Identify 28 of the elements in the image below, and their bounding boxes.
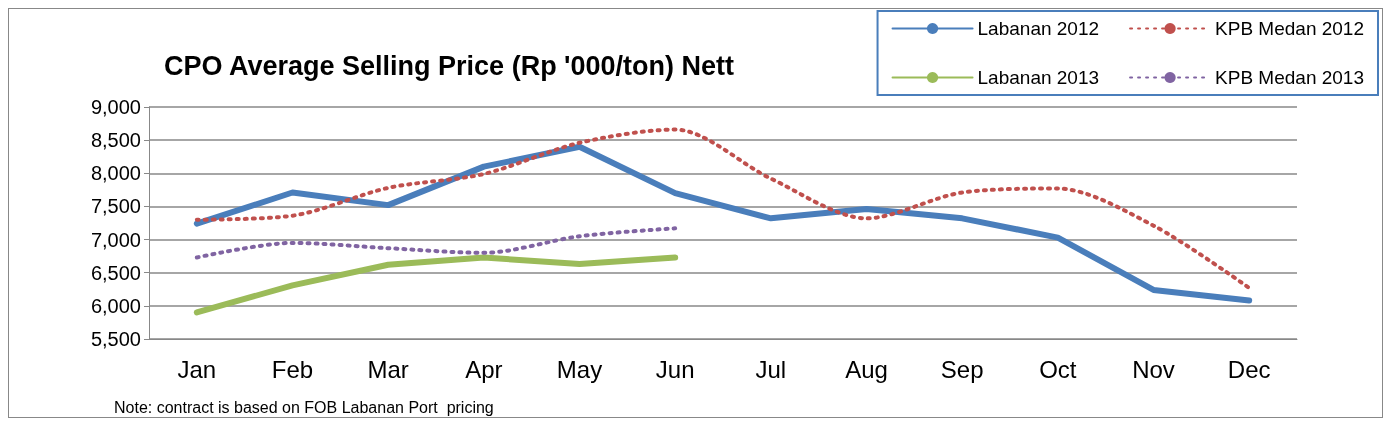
- x-tick-label: May: [556, 355, 603, 383]
- y-tick-label: 6,000: [90, 294, 141, 317]
- y-tick-label: 9,000: [90, 96, 141, 118]
- legend-label: KPB Medan 2012: [1215, 18, 1365, 39]
- legend-label: KPB Medan 2013: [1215, 67, 1365, 88]
- y-tick-label: 6,500: [90, 261, 141, 284]
- x-tick-label: Feb: [271, 355, 314, 383]
- x-tick-label: Jan: [177, 355, 217, 383]
- y-tick-label: 7,500: [90, 195, 141, 218]
- x-tick-label: Jul: [755, 355, 787, 383]
- x-tick-label: Aug: [845, 355, 888, 383]
- line-series: [194, 127, 1252, 290]
- x-tick-label: Apr: [465, 355, 503, 383]
- x-tick-label: Mar: [367, 355, 409, 383]
- legend-label: Labanan 2012: [977, 18, 1100, 39]
- chart-title: CPO Average Selling Price (Rp '000/ton) Nett: [164, 50, 735, 81]
- text: Note: contract is based on FOB Labanan Port pricing: [114, 398, 494, 416]
- x-tick-label: Dec: [1227, 355, 1271, 383]
- y-tick-label: 5,500: [90, 328, 141, 350]
- x-tick-label: Jun: [655, 355, 695, 383]
- x-tick-label: Sep: [940, 355, 984, 383]
- y-tick-label: 7,000: [90, 228, 141, 251]
- legend-label: Labanan 2013: [977, 67, 1100, 88]
- x-tick-label: Oct: [1039, 355, 1077, 383]
- line-series: [194, 226, 678, 260]
- y-tick-label: 8,000: [90, 162, 141, 185]
- y-tick-label: 8,500: [90, 129, 141, 152]
- x-tick-label: Nov: [1132, 355, 1175, 383]
